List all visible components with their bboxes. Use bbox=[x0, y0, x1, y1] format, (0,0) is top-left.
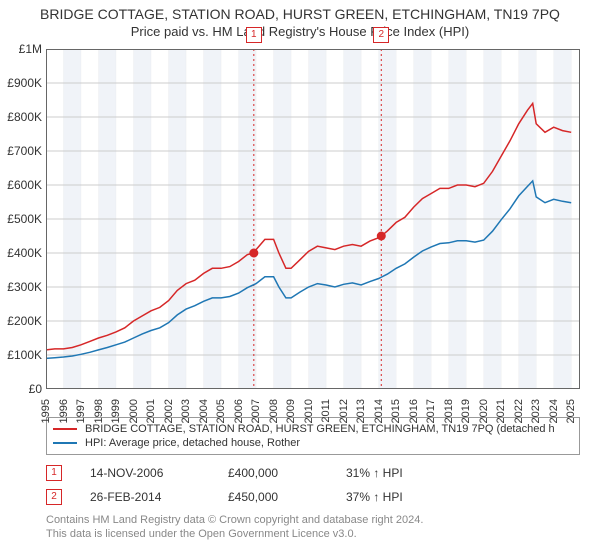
x-axis-label: 2013 bbox=[355, 399, 367, 423]
x-axis-label: 2010 bbox=[303, 399, 315, 423]
x-axis-label: 2014 bbox=[373, 399, 385, 423]
y-axis-label: £700K bbox=[7, 144, 42, 158]
x-axis-label: 1998 bbox=[93, 399, 105, 423]
x-axis-label: 2018 bbox=[443, 399, 455, 423]
legend-item: BRIDGE COTTAGE, STATION ROAD, HURST GREE… bbox=[53, 422, 573, 436]
x-axis-label: 2023 bbox=[530, 399, 542, 423]
event-badge: 1 bbox=[46, 465, 62, 481]
y-axis-label: £500K bbox=[7, 212, 42, 226]
y-axis-label: £100K bbox=[7, 348, 42, 362]
x-axis-label: 2020 bbox=[478, 399, 490, 423]
x-axis-label: 1997 bbox=[75, 399, 87, 423]
x-axis-label: 2021 bbox=[495, 399, 507, 423]
event-price: £450,000 bbox=[228, 490, 318, 504]
y-axis-label: £600K bbox=[7, 178, 42, 192]
legend-label: BRIDGE COTTAGE, STATION ROAD, HURST GREE… bbox=[85, 423, 555, 435]
event-date: 14-NOV-2006 bbox=[90, 466, 200, 480]
x-axis-label: 2009 bbox=[285, 399, 297, 423]
x-axis-label: 2007 bbox=[250, 399, 262, 423]
event-date: 26-FEB-2014 bbox=[90, 490, 200, 504]
x-axis-label: 2001 bbox=[145, 399, 157, 423]
x-axis-label: 2011 bbox=[320, 399, 332, 423]
y-axis-label: £300K bbox=[7, 280, 42, 294]
event-badge: 2 bbox=[46, 489, 62, 505]
y-axis-label: £1M bbox=[19, 42, 42, 56]
footnote: Contains HM Land Registry data © Crown c… bbox=[46, 513, 580, 542]
event-delta: 37% ↑ HPI bbox=[346, 490, 403, 504]
x-axis-label: 2016 bbox=[408, 399, 420, 423]
legend-swatch bbox=[53, 428, 77, 430]
event-price: £400,000 bbox=[228, 466, 318, 480]
event-row: 2 26-FEB-2014 £450,000 37% ↑ HPI bbox=[46, 485, 580, 509]
x-axis-label: 2008 bbox=[268, 399, 280, 423]
legend-label: HPI: Average price, detached house, Roth… bbox=[85, 437, 300, 449]
x-axis-label: 2003 bbox=[180, 399, 192, 423]
x-axis-label: 1999 bbox=[110, 399, 122, 423]
chart-svg bbox=[46, 49, 580, 389]
legend-swatch bbox=[53, 442, 77, 444]
y-axis-label: £200K bbox=[7, 314, 42, 328]
event-marker-badge: 2 bbox=[373, 27, 389, 43]
x-axis-label: 2024 bbox=[548, 399, 560, 423]
event-list: 1 14-NOV-2006 £400,000 31% ↑ HPI 2 26-FEB-201… bbox=[46, 461, 580, 509]
footnote-line: This data is licensed under the Open Gov… bbox=[46, 527, 580, 541]
x-axis-label: 2004 bbox=[198, 399, 210, 423]
y-axis-label: £400K bbox=[7, 246, 42, 260]
footnote-line: Contains HM Land Registry data © Crown c… bbox=[46, 513, 580, 527]
event-delta: 31% ↑ HPI bbox=[346, 466, 403, 480]
chart-area: £0£100K£200K£300K£400K£500K£600K£700K£80… bbox=[46, 49, 580, 389]
x-axis-label: 2022 bbox=[513, 399, 525, 423]
chart-subtitle: Price paid vs. HM Land Registry's House … bbox=[0, 22, 600, 39]
y-axis-label: £900K bbox=[7, 76, 42, 90]
y-axis-label: £800K bbox=[7, 110, 42, 124]
event-marker-badge: 1 bbox=[246, 27, 262, 43]
x-axis-label: 2005 bbox=[215, 399, 227, 423]
x-axis-label: 2019 bbox=[460, 399, 472, 423]
x-axis-label: 2006 bbox=[233, 399, 245, 423]
x-axis-label: 1995 bbox=[40, 399, 52, 423]
y-axis-label: £0 bbox=[29, 382, 42, 396]
event-row: 1 14-NOV-2006 £400,000 31% ↑ HPI bbox=[46, 461, 580, 485]
x-axis-label: 2000 bbox=[128, 399, 140, 423]
x-axis-label: 2012 bbox=[338, 399, 350, 423]
x-axis-label: 1996 bbox=[58, 399, 70, 423]
x-axis-label: 2017 bbox=[425, 399, 437, 423]
x-axis-label: 2015 bbox=[390, 399, 402, 423]
x-axis-label: 2002 bbox=[163, 399, 175, 423]
chart-title: BRIDGE COTTAGE, STATION ROAD, HURST GREE… bbox=[0, 0, 600, 22]
x-axis-label: 2025 bbox=[565, 399, 577, 423]
legend-item: HPI: Average price, detached house, Roth… bbox=[53, 436, 573, 450]
